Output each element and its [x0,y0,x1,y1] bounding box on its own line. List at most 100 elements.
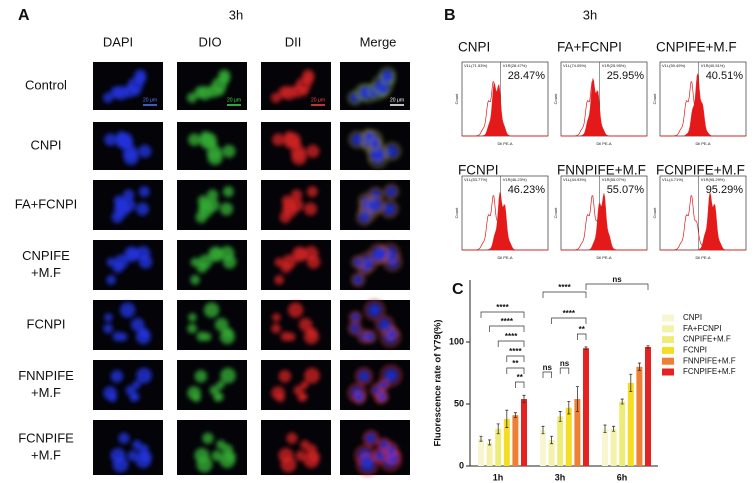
y-axis-label: Count [454,207,459,219]
panel-label: A [18,7,30,24]
nucleus [366,433,376,444]
nucleus [198,254,213,269]
histogram-control [561,195,647,251]
error-bar [567,401,571,415]
nucleus [272,133,285,146]
plot-frame [659,175,747,251]
nucleus [203,302,220,318]
error-bar [496,423,500,435]
x-axis-label: Dil PE-A [497,255,512,260]
nucleus [186,92,198,103]
bar [645,346,651,466]
bar [486,442,493,466]
nucleus [102,92,114,103]
cells [194,432,236,473]
gate-label: V1L(59.49%) [662,63,686,68]
legend-label: FCNPI [683,346,707,355]
nucleus [278,370,292,383]
y-axis-label: Count [652,93,657,105]
cells [272,131,320,166]
significance-label: ns [560,359,570,368]
nucleus [124,246,140,262]
micrograph: 20 μm [261,62,331,110]
nucleus [354,258,363,267]
nucleus [302,69,315,82]
nucleus [383,203,396,215]
percent-label: 55.07% [607,184,645,196]
nucleus [106,275,116,285]
panel-label: C [452,281,464,298]
nucleus [307,327,318,338]
cells [190,246,237,285]
nucleus [136,367,152,384]
membrane [380,200,399,219]
membrane [368,137,383,151]
significance-label: **** [563,309,576,318]
row-label: Control [25,77,67,92]
nucleus [300,440,310,450]
nucleus [207,139,218,149]
cells [188,131,236,166]
error-bar [575,386,579,412]
percent-label: 25.95% [607,70,645,82]
nucleus [367,303,382,317]
significance-bracket [497,340,525,347]
error-bar [488,439,492,446]
nucleus [122,189,135,201]
error-bar [522,394,526,404]
nucleus [270,92,282,103]
cells [187,302,235,345]
scale-bar-label: 20 μm [227,97,241,103]
nucleus [130,317,145,332]
cells [351,243,402,287]
gate-label: V1R(28.47%) [503,63,528,68]
legend-swatch [662,336,674,344]
cells [347,365,402,405]
scale-bar-label: 20 μm [143,97,157,103]
panel-label: B [444,7,456,24]
nucleus [209,385,220,396]
histogram-control [462,195,548,251]
cells [195,186,234,224]
nucleus [216,380,225,390]
nucleus [306,186,318,198]
nucleus [205,198,220,212]
legend-label: CNPI [683,313,702,322]
plot-title: CNPIFE+M.F [656,40,737,55]
cells [348,299,401,347]
nucleus [379,440,389,449]
micrograph [340,420,410,476]
nucleus [379,381,388,389]
gate-label: V1L(4.71%) [662,177,684,182]
x-axis-label: Dil PE-A [497,141,512,146]
nucleus [123,139,134,149]
row-label: +M.F [31,265,61,280]
percent-label: 46.23% [508,184,546,196]
micrograph: 20 μm [177,62,247,110]
significance-bracket [559,367,570,374]
plot-title: FCNPIFE+M.F [656,163,745,178]
legend-label: FCNPIFE+M.F [683,367,736,376]
nucleus [214,317,229,332]
nucleus [382,70,393,81]
membrane [356,209,373,226]
nucleus [280,456,297,473]
cells [347,67,396,106]
cells [103,302,151,345]
nucleus [202,332,212,342]
nucleus [187,323,197,334]
image-background [340,420,410,475]
nucleus [112,456,129,473]
legend-swatch [662,368,674,376]
error-bar [629,373,633,392]
bar [521,399,527,466]
plot-title: FNNPIFE+M.F [557,163,646,178]
nucleus [195,211,208,224]
nucleus [351,313,360,322]
micrograph [93,122,163,170]
row-label: FCNPI [27,316,66,331]
y-tick-label: 100 [449,336,464,346]
column-header: Merge [360,34,397,49]
nucleus [134,69,147,82]
